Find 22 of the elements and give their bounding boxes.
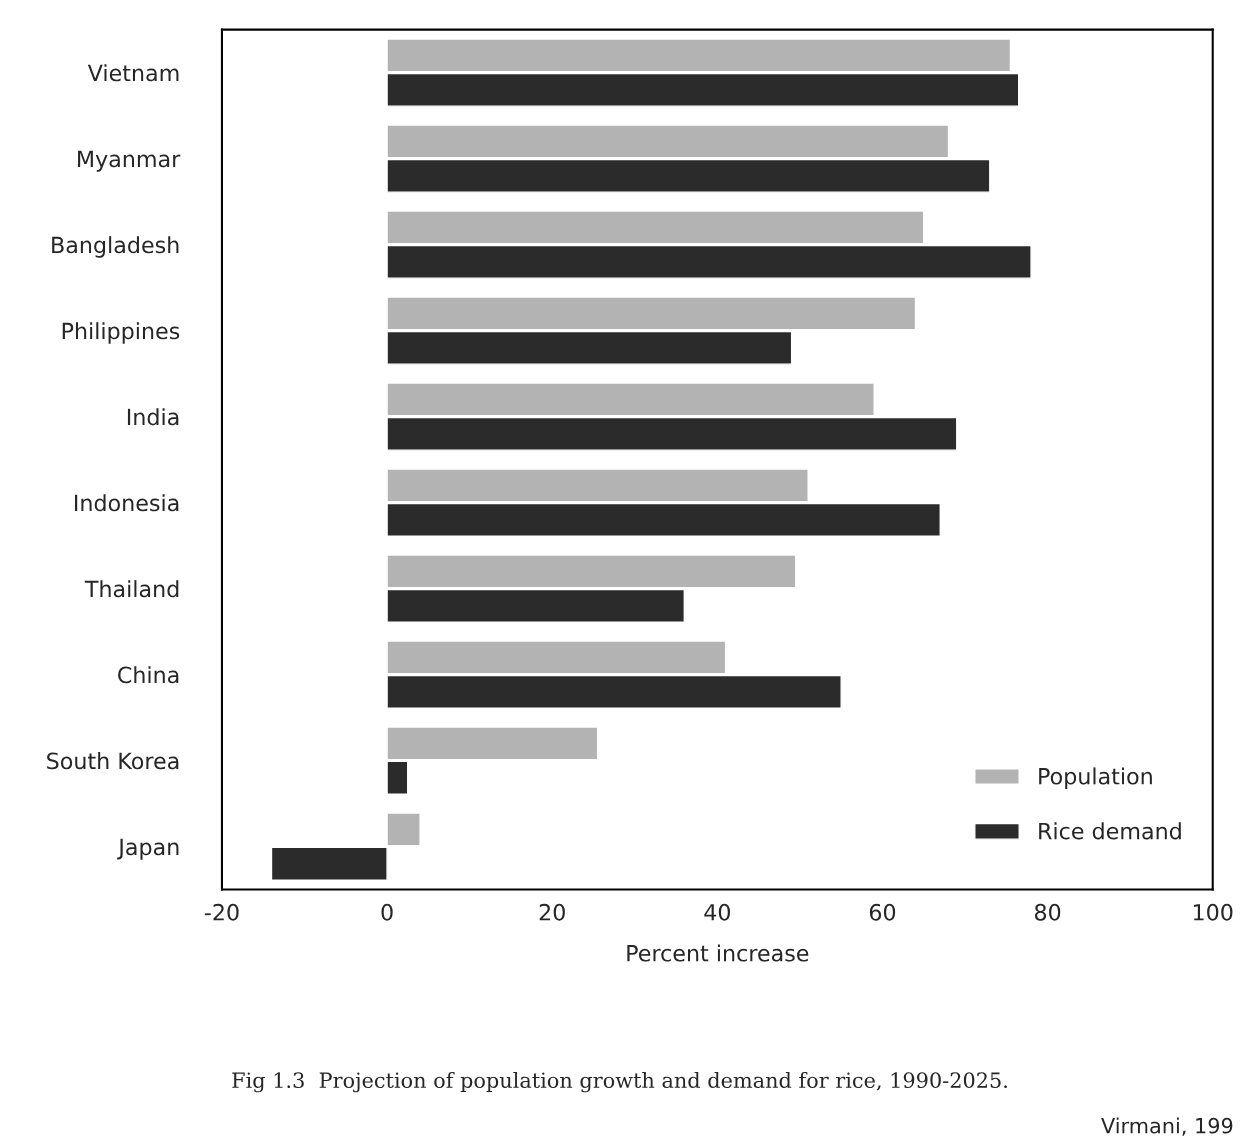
y-tick-label: Myanmar — [78, 150, 181, 172]
x-tick-label: 0 — [381, 903, 393, 921]
caption: Fig 1.3 Projection of population growth and demand for rice, 1990-2025. — [232, 1071, 1007, 1093]
legend-label: Rice demand — [1039, 822, 1181, 840]
y-tick-label: Bangladesh — [52, 236, 179, 258]
text: Virmani, 199 — [1101, 1117, 1233, 1136]
y-tick-label: China — [118, 666, 179, 684]
y-tick-label: Philippines — [62, 322, 180, 344]
x-axis-title: Percent increase — [627, 944, 809, 962]
x-tick-label: 80 — [1034, 903, 1061, 921]
y-tick-label: Thailand — [84, 580, 179, 598]
y-tick-label: India — [127, 408, 179, 426]
x-tick-label: 60 — [869, 903, 896, 921]
x-tick-label: -20 — [204, 903, 239, 921]
x-tick-label: 40 — [704, 903, 730, 921]
y-tick-label: Japan — [117, 838, 179, 860]
x-tick-label: 20 — [539, 903, 565, 921]
x-tick-label: 100 — [1193, 903, 1233, 921]
legend-label: Population — [1039, 767, 1152, 789]
y-tick-label: South Korea — [47, 752, 179, 770]
y-tick-label: Vietnam — [87, 64, 179, 82]
y-tick-label: Indonesia — [75, 494, 179, 512]
